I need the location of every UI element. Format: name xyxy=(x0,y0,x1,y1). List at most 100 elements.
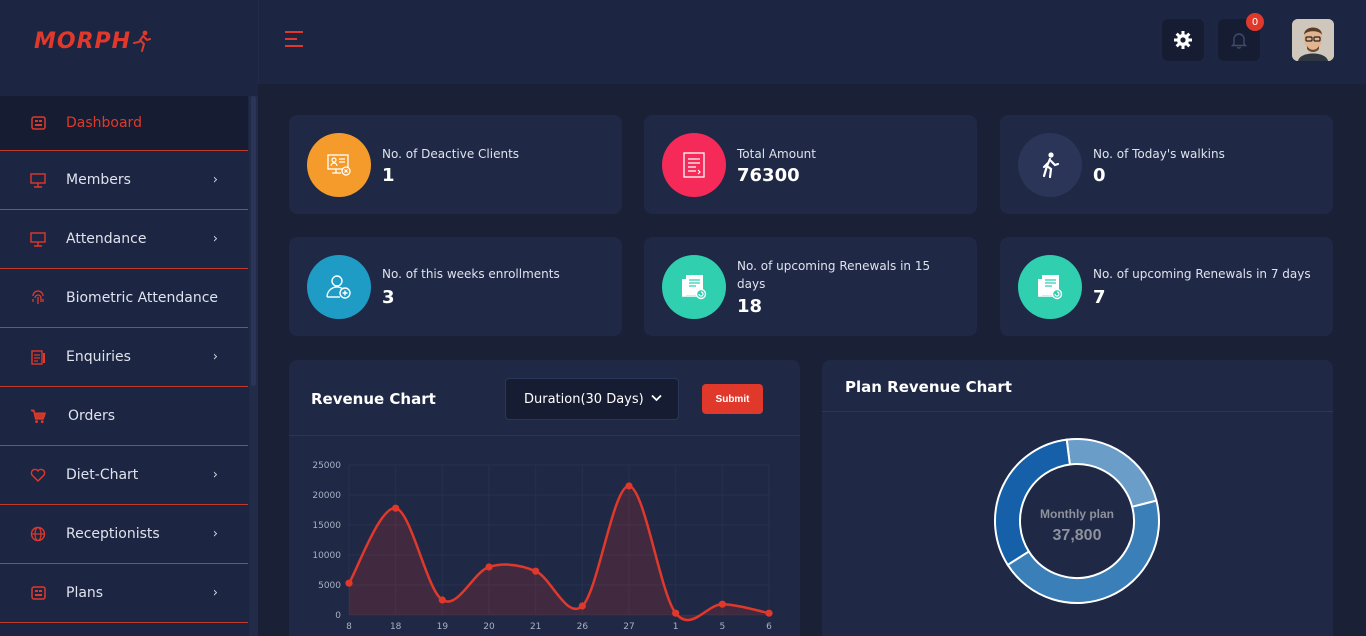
y-tick-label: 5000 xyxy=(318,581,341,591)
stat-card-todays-walkins[interactable]: No. of Today's walkins 0 xyxy=(1000,115,1333,214)
stat-value: 76300 xyxy=(737,165,800,186)
menu-toggle-icon[interactable] xyxy=(285,31,303,49)
stat-value: 3 xyxy=(382,287,395,308)
data-point xyxy=(485,563,493,571)
sidebar-item-label: Enquiries xyxy=(66,349,131,365)
settings-button[interactable] xyxy=(1162,19,1204,61)
stat-label: No. of Deactive Clients xyxy=(382,147,520,161)
renewal-icon xyxy=(1018,255,1082,319)
walking-person-icon xyxy=(1018,133,1082,197)
revenue-area xyxy=(349,485,769,621)
monitor-icon xyxy=(30,172,46,188)
x-tick-label: 20 xyxy=(483,622,495,632)
data-point xyxy=(345,579,353,587)
sidebar-item-label: Biometric Attendance xyxy=(66,290,219,306)
top-header: 0 xyxy=(258,0,1366,84)
sidebar-item-members[interactable]: Members › xyxy=(0,151,248,210)
sidebar-item-enquiries[interactable]: Enquiries › xyxy=(0,328,248,387)
x-tick-label: 6 xyxy=(766,622,772,632)
sidebar-item-orders[interactable]: Orders xyxy=(0,387,248,446)
heart-icon xyxy=(30,467,46,483)
x-tick-label: 5 xyxy=(719,622,725,632)
revenue-chart-card: Revenue Chart Duration(30 Days) Submit 0… xyxy=(289,360,800,636)
sidebar-item-biometric-attendance[interactable]: Biometric Attendance xyxy=(0,269,248,328)
brand-logo[interactable]: MORPH xyxy=(34,24,152,58)
sidebar-nav: Dashboard Members › Attendance › xyxy=(0,96,248,623)
stat-card-total-amount[interactable]: Total Amount 76300 xyxy=(644,115,977,214)
x-tick-label: 21 xyxy=(530,622,541,632)
chevron-right-icon: › xyxy=(212,349,218,365)
donut-center-label: Monthly plan xyxy=(1040,507,1114,521)
chevron-right-icon: › xyxy=(212,467,218,483)
gear-icon xyxy=(1174,31,1192,49)
revenue-chart: 0 5000 10000 15000 20000 25000 8 18 19 20 21 26 27 1 5… xyxy=(312,461,773,632)
sidebar-item-label: Plans xyxy=(66,585,104,601)
sidebar-item-label: Dashboard xyxy=(66,115,142,131)
stat-label: No. of this weeks enrollments xyxy=(382,267,560,281)
renewal-icon xyxy=(662,255,726,319)
y-tick-label: 10000 xyxy=(312,551,341,561)
sidebar-item-label: Diet-Chart xyxy=(66,467,139,483)
sidebar-scrollbar[interactable] xyxy=(249,96,258,636)
donut-slice[interactable] xyxy=(1006,499,1160,605)
y-tick-label: 0 xyxy=(335,611,341,621)
sidebar-item-receptionists[interactable]: Receptionists › xyxy=(0,505,248,564)
y-tick-label: 25000 xyxy=(312,461,341,471)
revenue-chart-title: Revenue Chart xyxy=(311,390,436,408)
stat-label: Total Amount xyxy=(737,147,816,161)
add-user-icon xyxy=(307,255,371,319)
plan-revenue-chart-card: Plan Revenue Chart Monthly plan 37,800 xyxy=(822,360,1333,636)
scroll-thumb[interactable] xyxy=(251,96,256,386)
stat-label-line2: days xyxy=(737,277,766,291)
duration-select[interactable]: Duration(30 Days) xyxy=(505,378,679,420)
data-point xyxy=(392,504,400,512)
bell-icon xyxy=(1230,33,1248,49)
data-point xyxy=(578,602,586,610)
data-point xyxy=(672,609,680,617)
sidebar-item-plans[interactable]: Plans › xyxy=(0,564,248,623)
stat-card-renewals-15-days[interactable]: No. of upcoming Renewals in 15 days 18 xyxy=(644,237,977,336)
chevron-right-icon: › xyxy=(212,526,218,542)
sidebar-item-attendance[interactable]: Attendance › xyxy=(0,210,248,269)
data-point xyxy=(532,567,540,575)
sidebar: MORPH Dashboard Members › xyxy=(0,0,258,636)
sidebar-item-label: Members xyxy=(66,172,131,188)
stat-card-renewals-7-days[interactable]: No. of upcoming Renewals in 7 days 7 xyxy=(1000,237,1333,336)
stat-value: 18 xyxy=(737,296,763,317)
data-point xyxy=(718,600,726,608)
dashboard-icon xyxy=(30,115,46,131)
x-tick-label: 19 xyxy=(437,622,449,632)
y-tick-label: 20000 xyxy=(312,491,341,501)
sidebar-item-label: Orders xyxy=(68,408,116,424)
plan-donut-chart: Monthly plan 37,800 xyxy=(994,438,1160,605)
stat-label: No. of Today's walkins xyxy=(1093,147,1225,161)
runner-icon xyxy=(133,30,152,52)
clipboard-icon xyxy=(30,349,46,365)
notifications-button[interactable]: 0 xyxy=(1218,13,1264,61)
card-divider xyxy=(822,411,1333,412)
monitor-icon xyxy=(30,231,46,247)
user-avatar[interactable] xyxy=(1292,19,1334,61)
sidebar-item-dashboard[interactable]: Dashboard xyxy=(0,96,248,151)
plan-chart-title: Plan Revenue Chart xyxy=(845,378,1012,396)
deactive-client-icon xyxy=(307,133,371,197)
stat-value: 1 xyxy=(382,165,395,186)
stat-card-weekly-enrollments[interactable]: No. of this weeks enrollments 3 xyxy=(289,237,622,336)
sidebar-item-diet-chart[interactable]: Diet-Chart › xyxy=(0,446,248,505)
y-tick-label: 15000 xyxy=(312,521,341,531)
x-tick-label: 27 xyxy=(623,622,634,632)
x-tick-label: 26 xyxy=(577,622,589,632)
chevron-down-icon xyxy=(651,391,662,405)
stat-card-deactive-clients[interactable]: No. of Deactive Clients 1 xyxy=(289,115,622,214)
donut-center-value: 37,800 xyxy=(1053,527,1102,544)
submit-button[interactable]: Submit xyxy=(702,384,763,414)
chevron-right-icon: › xyxy=(212,585,218,601)
stat-label: No. of upcoming Renewals in 7 days xyxy=(1093,267,1311,281)
donut-slice[interactable] xyxy=(994,438,1071,567)
donut-slice[interactable] xyxy=(1065,438,1158,509)
data-point xyxy=(765,609,773,617)
sidebar-item-label: Attendance xyxy=(66,231,147,247)
invoice-icon xyxy=(662,133,726,197)
stat-value: 7 xyxy=(1093,287,1106,308)
chevron-right-icon: › xyxy=(212,172,218,188)
